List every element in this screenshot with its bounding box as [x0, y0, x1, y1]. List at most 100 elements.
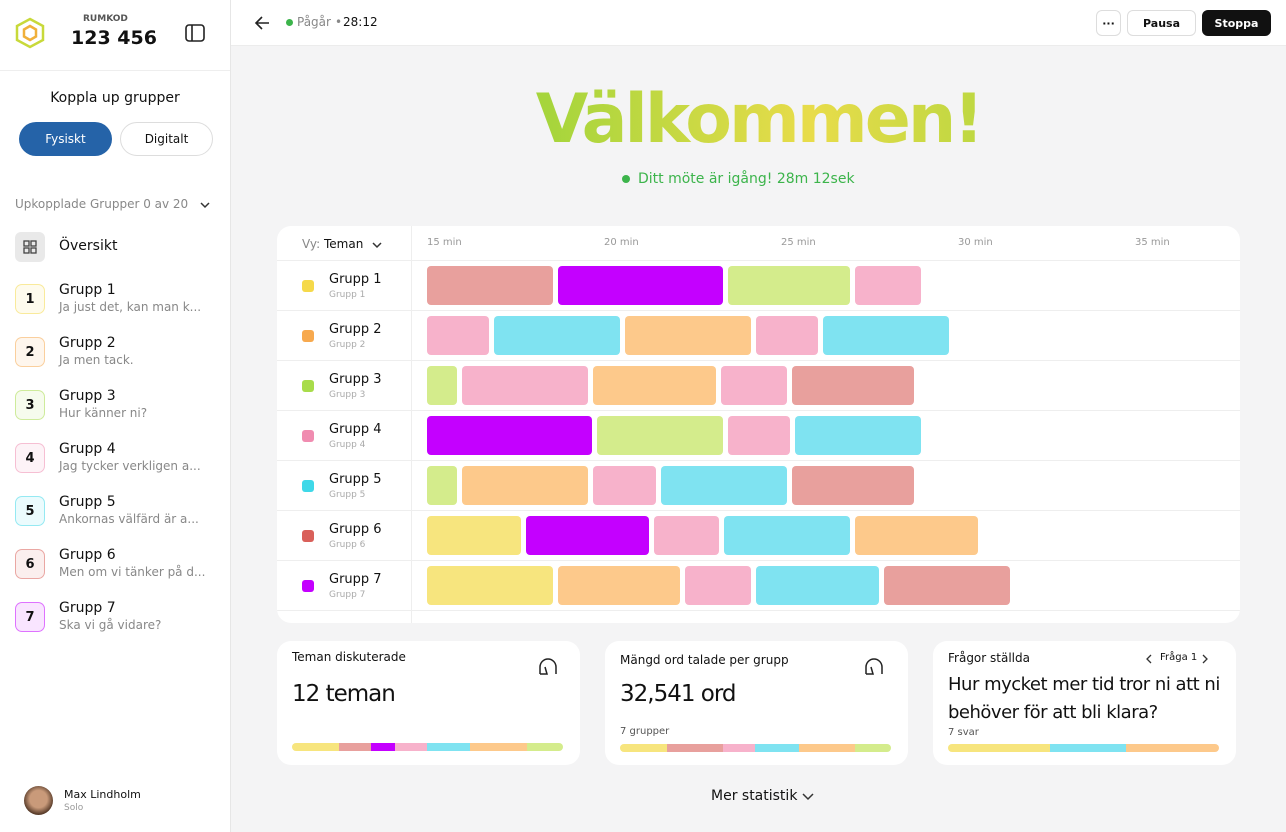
more-stats[interactable]: Mer statistik — [711, 788, 798, 804]
group-dot — [302, 580, 314, 592]
theme-segment — [427, 366, 458, 405]
user-role: Solo — [64, 803, 84, 813]
theme-segment — [724, 516, 851, 555]
theme-segment — [823, 316, 950, 355]
digital-tab[interactable]: Digitalt — [120, 122, 213, 156]
row-name: Grupp 7 — [329, 572, 382, 587]
group-name: Grupp 1 — [59, 282, 116, 298]
theme-segment — [427, 316, 490, 355]
group-item[interactable]: 3 Grupp 3 Hur känner ni? — [15, 388, 225, 428]
group-badge: 2 — [15, 337, 45, 367]
timeline-row: Grupp 4 Grupp 4 — [277, 410, 1240, 460]
group-dot — [302, 280, 314, 292]
connect-title: Koppla up grupper — [50, 90, 180, 106]
theme-segment — [427, 566, 553, 605]
card-title: Teman diskuterade — [292, 650, 406, 664]
theme-bar — [292, 743, 563, 751]
group-message: Ankornas välfärd är a... — [59, 512, 199, 526]
overview-icon — [15, 232, 45, 262]
x-tick-label: 25 min — [781, 237, 816, 248]
x-tick-label: 35 min — [1135, 237, 1170, 248]
group-item[interactable]: 7 Grupp 7 Ska vi gå vidare? — [15, 600, 225, 640]
room-code: 123 456 — [71, 27, 157, 49]
x-tick-label: 20 min — [604, 237, 639, 248]
timeline-row: Grupp 2 Grupp 2 — [277, 310, 1240, 360]
group-item[interactable]: 2 Grupp 2 Ja men tack. — [15, 335, 225, 375]
row-name: Grupp 2 — [329, 322, 382, 337]
timeline-row: Grupp 6 Grupp 6 — [277, 510, 1240, 560]
group-item[interactable]: 6 Grupp 6 Men om vi tänker på d... — [15, 547, 225, 587]
group-message: Jag tycker verkligen a... — [59, 459, 201, 473]
card-note: 7 grupper — [620, 726, 670, 737]
timeline-row: Grupp 3 Grupp 3 — [277, 360, 1240, 410]
overview-link[interactable]: Översikt — [59, 238, 118, 254]
welcome-status: Ditt möte är igång! 28m 12sek — [638, 171, 855, 187]
card-value: 12 teman — [292, 681, 396, 707]
group-dot — [302, 480, 314, 492]
row-name: Grupp 1 — [329, 272, 382, 287]
row-sub: Grupp 2 — [329, 340, 366, 350]
group-badge: 1 — [15, 284, 45, 314]
row-name: Grupp 5 — [329, 472, 382, 487]
back-button[interactable] — [254, 15, 270, 31]
theme-segment — [427, 516, 522, 555]
view-select[interactable]: Teman — [324, 237, 364, 251]
theme-segment — [557, 266, 723, 305]
connected-count[interactable]: Upkopplade Grupper 0 av 20 — [15, 197, 189, 211]
answers-bar — [948, 744, 1219, 752]
top-bar: Pågår • 28:12 ··· Pausa Stoppa — [231, 0, 1286, 46]
group-badge: 6 — [15, 549, 45, 579]
x-tick-label: 15 min — [427, 237, 462, 248]
row-sub: Grupp 7 — [329, 590, 366, 600]
next-question[interactable] — [1201, 654, 1209, 664]
logo — [15, 17, 45, 49]
group-name: Grupp 5 — [59, 494, 116, 510]
group-badge: 3 — [15, 390, 45, 420]
theme-segment — [462, 466, 589, 505]
pause-button[interactable]: Pausa — [1127, 10, 1196, 36]
card-note: 7 svar — [948, 727, 979, 738]
theme-segment — [557, 566, 681, 605]
row-divider — [277, 610, 1240, 611]
group-message: Ska vi gå vidare? — [59, 618, 162, 632]
elapsed-time: 28:12 — [343, 15, 378, 29]
timeline-row: Grupp 1 Grupp 1 — [277, 260, 1240, 310]
card-value: 32,541 ord — [620, 681, 737, 707]
row-name: Grupp 6 — [329, 522, 382, 537]
menu-button[interactable]: ··· — [1096, 10, 1121, 36]
row-sub: Grupp 5 — [329, 490, 366, 500]
group-dot — [302, 430, 314, 442]
theme-segment — [791, 466, 915, 505]
theme-segment — [720, 366, 787, 405]
theme-segment — [727, 416, 791, 455]
user-name: Max Lindholm — [64, 788, 141, 801]
timeline-row: Grupp 5 Grupp 5 — [277, 460, 1240, 510]
question-text: Hur mycket mer tid tror ni att ni behöve… — [948, 674, 1220, 723]
theme-segment — [727, 266, 851, 305]
group-message: Ja just det, kan man k... — [59, 300, 202, 314]
group-item[interactable]: 5 Grupp 5 Ankornas välfärd är a... — [15, 494, 225, 534]
sidebar: RUMKOD 123 456 Koppla up grupper Fysiskt… — [0, 0, 231, 832]
theme-segment — [791, 366, 915, 405]
theme-segment — [462, 366, 589, 405]
theme-segment — [593, 366, 716, 405]
group-item[interactable]: 1 Grupp 1 Ja just det, kan man k... — [15, 282, 225, 322]
theme-segment — [795, 416, 922, 455]
group-badge: 5 — [15, 496, 45, 526]
row-name: Grupp 4 — [329, 422, 382, 437]
card-title: Mängd ord talade per grupp — [620, 653, 789, 667]
group-item[interactable]: 4 Grupp 4 Jag tycker verkligen a... — [15, 441, 225, 481]
stop-button[interactable]: Stoppa — [1202, 10, 1271, 36]
theme-segment — [883, 566, 1010, 605]
timeline-row: Grupp 7 Grupp 7 — [277, 560, 1240, 610]
theme-segment — [596, 416, 723, 455]
prev-question[interactable] — [1145, 654, 1153, 664]
view-label: Vy: — [302, 237, 321, 251]
physical-tab[interactable]: Fysiskt — [19, 122, 112, 156]
group-name: Grupp 7 — [59, 600, 116, 616]
row-sub: Grupp 6 — [329, 540, 366, 550]
theme-segment — [855, 266, 922, 305]
sidebar-toggle[interactable] — [185, 24, 205, 42]
group-name: Grupp 4 — [59, 441, 116, 457]
